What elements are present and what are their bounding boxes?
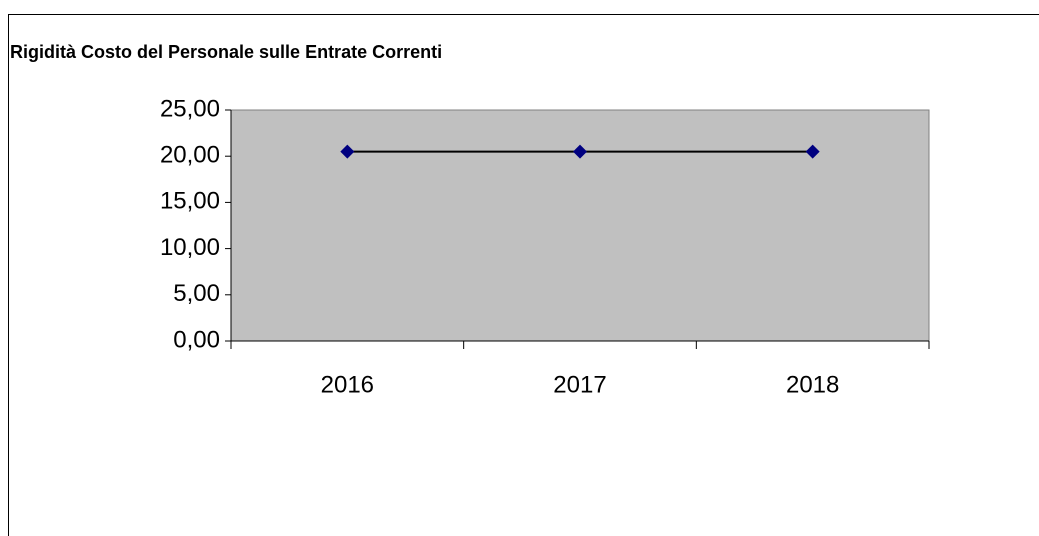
- y-tick-label: 15,00: [160, 188, 220, 215]
- chart-title: Rigidità Costo del Personale sulle Entra…: [10, 42, 442, 62]
- y-tick-label: 20,00: [160, 142, 220, 169]
- data-point: [340, 144, 355, 159]
- y-tick-label: 10,00: [160, 234, 220, 261]
- y-tick-label: 25,00: [160, 95, 220, 122]
- y-tick-label: 5,00: [173, 280, 220, 307]
- y-tick-label: 0,00: [173, 326, 220, 353]
- x-tick-label: 2018: [786, 371, 839, 398]
- data-point: [573, 144, 587, 159]
- data-point: [805, 144, 820, 159]
- x-tick-label: 2017: [553, 371, 606, 398]
- x-tick-label: 2016: [321, 371, 374, 398]
